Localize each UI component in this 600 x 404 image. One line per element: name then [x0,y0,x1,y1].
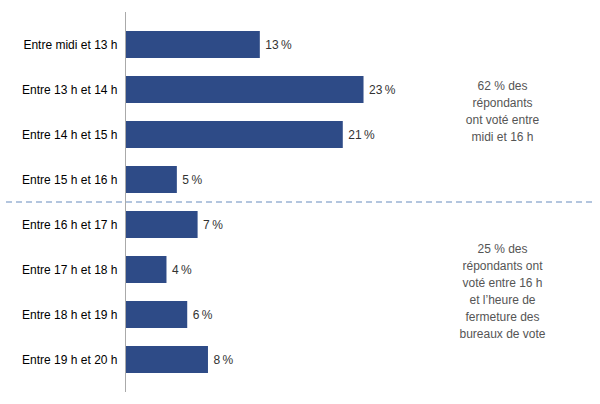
svg-text:25 % desrépondants ontvoté ent: 25 % desrépondants ontvoté entre 16 het … [459,242,545,341]
svg-text:62 % desrépondantsont voté ent: 62 % desrépondantsont voté entremidi et … [466,79,540,144]
svg-text:Entre midi et 13 h: Entre midi et 13 h [23,38,117,52]
svg-text:6 %: 6 % [193,308,213,322]
svg-text:5 %: 5 % [182,173,202,187]
svg-text:7 %: 7 % [203,218,223,232]
svg-text:8 %: 8 % [213,353,233,367]
svg-text:21 %: 21 % [348,128,375,142]
svg-text:13 %: 13 % [265,38,292,52]
svg-text:Entre 13 h et 14 h: Entre 13 h et 14 h [22,83,117,97]
svg-text:Entre 15 h et 16 h: Entre 15 h et 16 h [22,173,117,187]
svg-text:Entre 19 h et 20 h: Entre 19 h et 20 h [22,353,117,367]
svg-text:Entre 14 h et 15 h: Entre 14 h et 15 h [22,128,117,142]
svg-text:Entre 17 h et 18 h: Entre 17 h et 18 h [22,263,117,277]
svg-text:Entre 16 h et 17 h: Entre 16 h et 17 h [22,218,117,232]
svg-text:4 %: 4 % [172,263,192,277]
svg-text:23 %: 23 % [369,83,396,97]
svg-text:Entre 18 h et 19 h: Entre 18 h et 19 h [22,308,117,322]
